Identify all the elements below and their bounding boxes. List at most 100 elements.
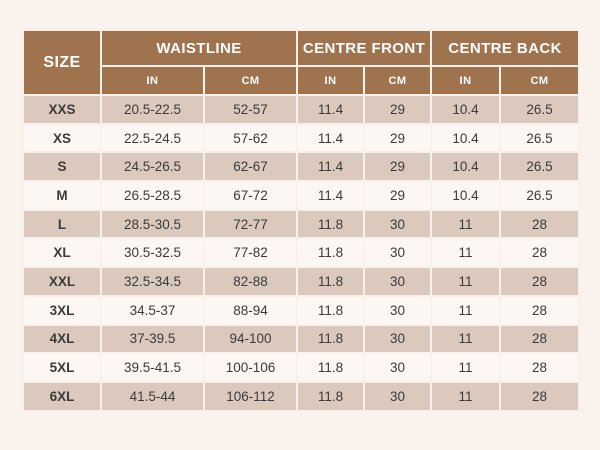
- value-cell: 30: [363, 237, 433, 269]
- value-cell: 30.5-32.5: [100, 237, 205, 269]
- value-cell: 100-106: [202, 352, 299, 383]
- value-cell: 26.5: [499, 180, 581, 211]
- value-cell: 30: [363, 323, 433, 355]
- value-cell: 57-62: [202, 122, 299, 154]
- value-cell: 28: [499, 266, 581, 297]
- value-cell: 11.8: [296, 323, 366, 355]
- unit-header-waistline-in: IN: [100, 65, 205, 96]
- table-row: 6XL 41.5-44 106-112 11.8 30 11 28: [22, 380, 581, 412]
- value-cell: 11: [430, 237, 502, 269]
- value-cell: 30: [363, 294, 433, 326]
- value-cell: 34.5-37: [100, 294, 205, 326]
- value-cell: 28: [499, 323, 581, 355]
- size-chart-header: SIZE WAISTLINE CENTRE FRONT CENTRE BACK …: [22, 29, 581, 96]
- value-cell: 77-82: [202, 237, 299, 269]
- value-cell: 22.5-24.5: [100, 122, 205, 154]
- value-cell: 37-39.5: [100, 323, 205, 355]
- value-cell: 29: [363, 94, 433, 125]
- value-cell: 94-100: [202, 323, 299, 355]
- table-row: XS 22.5-24.5 57-62 11.4 29 10.4 26.5: [22, 122, 581, 154]
- value-cell: 52-57: [202, 94, 299, 125]
- value-cell: 29: [363, 151, 433, 183]
- value-cell: 29: [363, 180, 433, 211]
- table-row: 4XL 37-39.5 94-100 11.8 30 11 28: [22, 323, 581, 355]
- value-cell: 26.5: [499, 151, 581, 183]
- size-cell: 6XL: [22, 380, 102, 412]
- value-cell: 30: [363, 352, 433, 383]
- value-cell: 30: [363, 266, 433, 297]
- size-cell: M: [22, 180, 102, 211]
- size-chart-table: SIZE WAISTLINE CENTRE FRONT CENTRE BACK …: [22, 29, 581, 412]
- size-cell: 5XL: [22, 352, 102, 383]
- unit-header-centre-back-in: IN: [430, 65, 502, 96]
- value-cell: 28.5-30.5: [100, 208, 205, 240]
- value-cell: 88-94: [202, 294, 299, 326]
- header-group-row: SIZE WAISTLINE CENTRE FRONT CENTRE BACK: [22, 29, 581, 96]
- value-cell: 11.8: [296, 266, 366, 297]
- table-row: 3XL 34.5-37 88-94 11.8 30 11 28: [22, 294, 581, 326]
- table-row: 5XL 39.5-41.5 100-106 11.8 30 11 28: [22, 352, 581, 383]
- value-cell: 39.5-41.5: [100, 352, 205, 383]
- value-cell: 30: [363, 208, 433, 240]
- table-row: M 26.5-28.5 67-72 11.4 29 10.4 26.5: [22, 180, 581, 211]
- value-cell: 11.8: [296, 352, 366, 383]
- size-cell: S: [22, 151, 102, 183]
- value-cell: 11: [430, 323, 502, 355]
- size-cell: 3XL: [22, 294, 102, 326]
- value-cell: 26.5: [499, 94, 581, 125]
- value-cell: 28: [499, 208, 581, 240]
- unit-header-waistline-cm: CM: [202, 65, 299, 96]
- value-cell: 24.5-26.5: [100, 151, 205, 183]
- value-cell: 11.8: [296, 237, 366, 269]
- value-cell: 106-112: [202, 380, 299, 412]
- header-unit-row: IN CM IN CM IN CM: [23, 65, 581, 96]
- value-cell: 11.8: [296, 208, 366, 240]
- value-cell: 28: [499, 294, 581, 326]
- column-header-centre-back: CENTRE BACK: [430, 29, 581, 67]
- value-cell: 62-67: [202, 151, 299, 183]
- table-row: L 28.5-30.5 72-77 11.8 30 11 28: [22, 208, 581, 240]
- value-cell: 10.4: [430, 151, 502, 183]
- size-table-body: XXS 20.5-22.5 52-57 11.4 29 10.4 26.5 XS 22.5-24…: [22, 94, 581, 412]
- size-cell: 4XL: [22, 323, 102, 355]
- size-cell: XXS: [22, 94, 102, 125]
- value-cell: 28: [499, 352, 581, 383]
- value-cell: 11: [430, 266, 502, 297]
- size-cell: XXL: [22, 266, 102, 297]
- unit-header-centre-front-in: IN: [296, 65, 366, 96]
- column-header-waistline: WAISTLINE: [99, 29, 299, 67]
- column-header-size: SIZE: [22, 29, 102, 96]
- size-cell: L: [22, 208, 102, 240]
- table-row: XL 30.5-32.5 77-82 11.8 30 11 28: [22, 237, 581, 269]
- value-cell: 10.4: [430, 94, 502, 125]
- value-cell: 11.4: [296, 180, 366, 211]
- value-cell: 28: [499, 380, 581, 412]
- value-cell: 28: [499, 237, 581, 269]
- value-cell: 72-77: [202, 208, 299, 240]
- value-cell: 67-72: [202, 180, 299, 211]
- value-cell: 11.8: [296, 380, 366, 412]
- size-cell: XS: [22, 122, 102, 154]
- value-cell: 11: [430, 208, 502, 240]
- unit-header-centre-back-cm: CM: [499, 65, 581, 96]
- value-cell: 26.5: [499, 122, 581, 154]
- value-cell: 41.5-44: [100, 380, 205, 412]
- value-cell: 82-88: [202, 266, 299, 297]
- value-cell: 11: [430, 352, 502, 383]
- value-cell: 29: [363, 122, 433, 154]
- value-cell: 10.4: [430, 180, 502, 211]
- column-header-centre-front: CENTRE FRONT: [296, 29, 433, 67]
- value-cell: 10.4: [430, 122, 502, 154]
- table-row: XXL 32.5-34.5 82-88 11.8 30 11 28: [22, 266, 581, 297]
- value-cell: 11: [430, 294, 502, 326]
- size-cell: XL: [22, 237, 102, 269]
- value-cell: 11.4: [296, 94, 366, 125]
- unit-header-centre-front-cm: CM: [363, 65, 433, 96]
- value-cell: 26.5-28.5: [100, 180, 205, 211]
- value-cell: 11.4: [296, 122, 366, 154]
- value-cell: 20.5-22.5: [100, 94, 205, 125]
- value-cell: 11.8: [296, 294, 366, 326]
- value-cell: 11.4: [296, 151, 366, 183]
- value-cell: 30: [363, 380, 433, 412]
